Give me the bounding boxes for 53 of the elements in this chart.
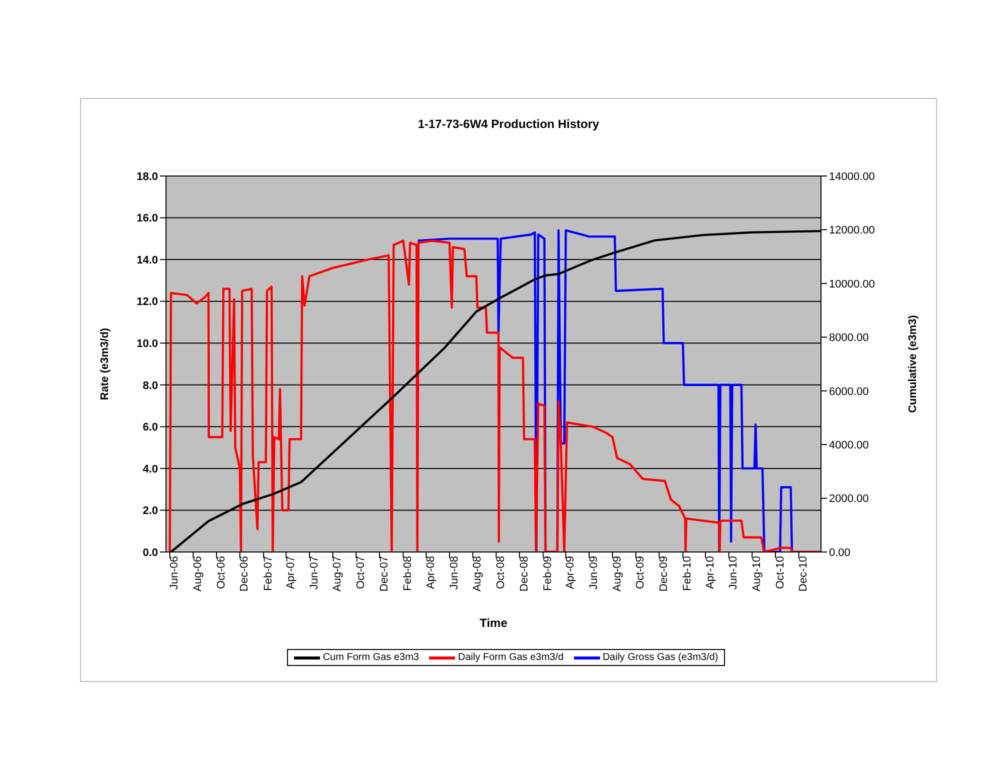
x-tick-label: Dec-08 — [518, 556, 530, 592]
x-tick-label: Apr-09 — [564, 556, 577, 590]
x-tick-label: Feb-08 — [402, 556, 414, 591]
x-tick-label: Oct-09 — [634, 556, 647, 590]
x-tick-label: Apr-10 — [704, 556, 716, 590]
y2-tick-label: 8000.00 — [829, 332, 869, 344]
y2-tick-label: 6000.00 — [829, 386, 869, 398]
x-tick-label: Dec-10 — [798, 556, 810, 592]
x-tick-label: Oct-06 — [215, 556, 228, 590]
y2-axis-title: Cumulative (e3m3) — [906, 314, 919, 413]
y-tick-label: 10.0 — [136, 338, 158, 350]
y-tick-label: 6.0 — [142, 422, 158, 434]
x-tick-label: Oct-08 — [494, 556, 507, 590]
y-tick-label: 2.0 — [142, 505, 158, 518]
x-tick-label: Dec-09 — [658, 556, 670, 592]
x-tick-label: Jun-09 — [588, 556, 600, 590]
y2-tick-label: 4000.00 — [829, 439, 869, 452]
x-tick-label: Oct-10 — [774, 556, 786, 590]
y-tick-label: 16.0 — [136, 212, 158, 225]
x-axis-title: Time — [480, 616, 508, 630]
x-tick-label: Feb-07 — [262, 556, 274, 591]
x-tick-label: Feb-10 — [682, 556, 694, 591]
chart-title: 1-17-73-6W4 Production History — [416, 117, 600, 131]
x-tick-label: Dec-07 — [378, 556, 390, 592]
x-tick-label: Oct-07 — [354, 556, 367, 590]
y-tick-label: 14.0 — [136, 254, 158, 266]
y-tick-label: 18.0 — [136, 170, 158, 183]
x-tick-label: Aug-07 — [332, 556, 344, 592]
y2-tick-label: 2000.00 — [829, 493, 869, 506]
legend-label: Cum Form Gas e3m3 — [322, 652, 419, 663]
x-tick-label: Aug-10 — [750, 556, 763, 592]
x-tick-label: Dec-06 — [238, 556, 251, 592]
x-tick-label: Jun-07 — [308, 556, 320, 590]
y2-tick-label: 12000.00 — [829, 224, 875, 237]
x-tick-label: Jun-08 — [448, 556, 460, 590]
x-tick-label: Apr-07 — [284, 556, 297, 590]
x-tick-label: Aug-06 — [192, 556, 204, 592]
legend-label: Daily Form Gas e3m3/d — [456, 652, 564, 663]
y-tick-label: 4.0 — [142, 463, 158, 476]
y-tick-label: 0.0 — [142, 546, 158, 559]
y2-tick-label: 0.00 — [829, 546, 850, 559]
y-tick-label: 8.0 — [142, 380, 158, 392]
x-tick-label: Feb-09 — [542, 556, 554, 591]
y2-tick-label: 10000.00 — [829, 278, 875, 290]
x-tick-label: Jun-06 — [168, 556, 181, 590]
legend-label: Daily Gross Gas (e3m3/d) — [602, 652, 718, 663]
x-tick-label: Apr-08 — [424, 556, 437, 590]
x-tick-label: Aug-08 — [472, 556, 484, 592]
y-tick-label: 12.0 — [136, 296, 158, 308]
x-tick-label: Aug-09 — [611, 556, 624, 592]
y2-tick-label: 14000.00 — [829, 170, 875, 183]
x-tick-label: Jun-10 — [728, 556, 740, 590]
y-axis-title: Rate (e3m3/d) — [98, 328, 111, 400]
